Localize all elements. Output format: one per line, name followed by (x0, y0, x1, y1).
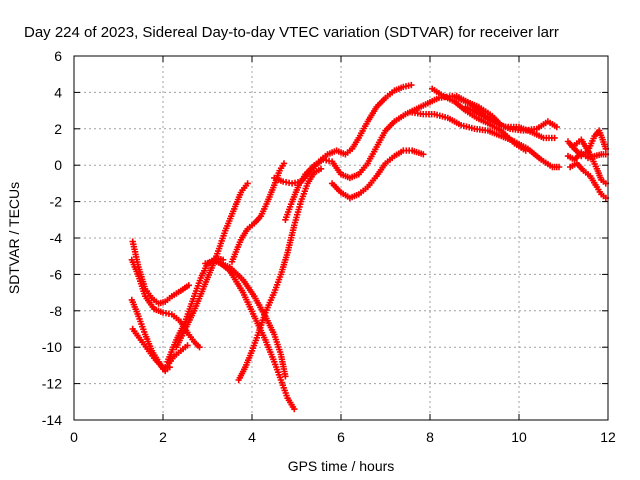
axis-ticks: 0 2 4 6 8 10 12 6 4 2 0 -2 -4 -6 -8 -10 -12 -14 (42, 48, 616, 445)
data-point-marker (420, 151, 427, 158)
data-series-2 (128, 256, 203, 351)
y-tick-label: 2 (54, 121, 62, 137)
data-point-marker (184, 342, 191, 349)
data-series-3 (128, 296, 191, 373)
data-series-6 (173, 180, 251, 351)
y-tick-label: -14 (42, 412, 62, 428)
data-point-marker (282, 373, 289, 380)
data-point-marker (244, 180, 251, 187)
data-point-marker (291, 405, 298, 413)
data-series-11 (271, 81, 415, 187)
data-series-17 (462, 103, 558, 142)
chart-title: Day 224 of 2023, Sidereal Day-to-day VTE… (24, 24, 559, 41)
data-point-marker (166, 364, 173, 371)
data-point-marker (555, 163, 563, 171)
x-axis-label: GPS time / hours (288, 458, 395, 474)
data-series-20 (567, 160, 609, 202)
y-tick-label: 6 (54, 48, 62, 64)
y-tick-label: -8 (50, 303, 63, 319)
x-tick-label: 10 (511, 429, 527, 445)
data-point-marker (196, 344, 203, 351)
data-series-5 (164, 254, 227, 365)
y-tick-label: -2 (50, 194, 63, 210)
data-point-marker (522, 147, 529, 154)
data-series-13 (328, 147, 427, 202)
y-tick-label: 0 (54, 157, 62, 173)
y-tick-label: -4 (50, 230, 63, 246)
data-point-marker (317, 165, 325, 172)
y-tick-label: 4 (54, 84, 62, 100)
x-tick-label: 6 (337, 429, 345, 445)
x-tick-label: 12 (600, 429, 616, 445)
x-tick-label: 4 (248, 429, 256, 445)
x-tick-label: 0 (70, 429, 78, 445)
data-point-marker (553, 123, 560, 131)
grid-lines (74, 56, 608, 420)
data-point-marker (408, 81, 415, 89)
data-series-group (128, 81, 609, 413)
data-series-21 (569, 136, 609, 187)
data-series-8 (215, 258, 298, 413)
data-series-15 (429, 85, 529, 154)
x-tick-label: 2 (159, 429, 167, 445)
y-tick-label: -10 (42, 339, 62, 355)
x-tick-label: 8 (426, 429, 434, 445)
data-point-marker (185, 282, 192, 289)
y-tick-label: -6 (50, 266, 63, 282)
data-series-10 (228, 160, 288, 265)
data-point-marker (280, 160, 288, 167)
data-point-marker (551, 134, 558, 142)
y-tick-label: -12 (42, 376, 62, 392)
y-axis-label: SDTVAR / TECUs (6, 182, 22, 294)
data-series-4 (129, 325, 173, 375)
data-series-1 (129, 238, 192, 307)
